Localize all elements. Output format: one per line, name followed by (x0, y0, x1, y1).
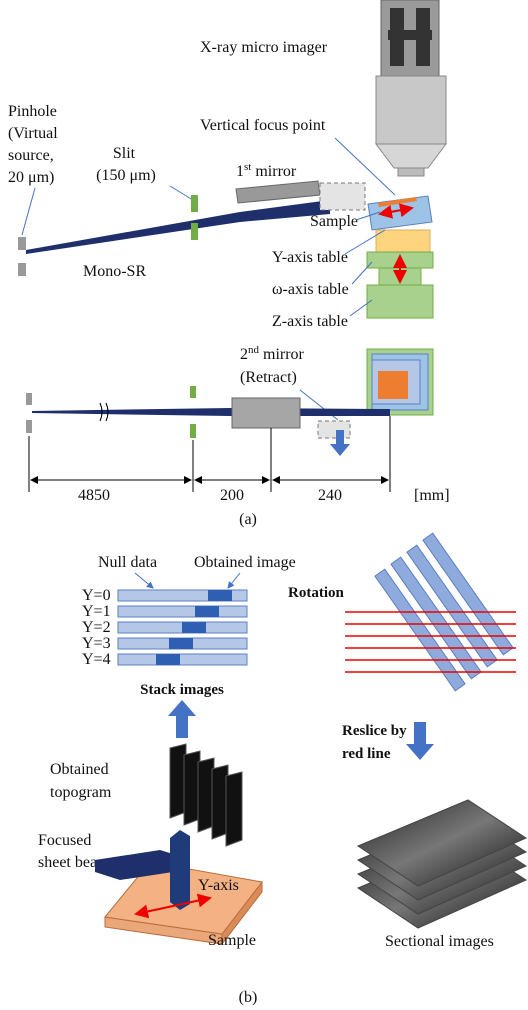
sectional-label: Sectional images (385, 933, 494, 950)
dimension: 240 (318, 487, 342, 504)
line: Obtained (50, 761, 109, 778)
stage (367, 196, 433, 318)
mirror1-label: 1st mirror (236, 161, 297, 180)
row-label: Y=1 (82, 603, 111, 620)
line: red line (342, 746, 391, 762)
ordinal: 1 (236, 163, 244, 180)
line: source, (8, 147, 54, 164)
row-label: Y=3 (82, 635, 111, 652)
row-image (195, 606, 219, 617)
pinhole (26, 420, 32, 433)
stack-label: Stack images (140, 682, 224, 698)
line: (150 μm) (96, 167, 156, 184)
word: mirror (255, 163, 297, 180)
slit (190, 424, 196, 438)
leader (135, 573, 153, 588)
beam-label: Mono-SR (83, 263, 146, 280)
row-image (169, 638, 193, 649)
rotated-stack (345, 533, 516, 691)
mirror-retracted (320, 183, 365, 210)
up-arrow (168, 700, 196, 738)
imager-label: X-ray micro imager (200, 39, 328, 56)
sample-label: Sample (208, 932, 256, 949)
axis-label: Y-axis (198, 877, 239, 894)
pinhole (18, 237, 26, 250)
stack-rows: Y=0Y=1Y=2Y=3Y=4 (82, 587, 247, 668)
row-label: Y=4 (82, 651, 111, 668)
caption: (a) (239, 511, 257, 528)
slit (191, 195, 198, 212)
rotation-label: Rotation (288, 585, 344, 601)
slit (191, 223, 198, 240)
leader (22, 188, 35, 235)
leader (228, 573, 240, 588)
row-image (208, 590, 232, 601)
row-bar (118, 654, 247, 665)
slit (190, 386, 196, 398)
line: Pinhole (8, 103, 57, 120)
slit-label: Slit (150 μm) (96, 145, 156, 184)
line: (Virtual (8, 125, 58, 142)
imager (376, 0, 446, 176)
pinhole (26, 393, 32, 405)
row-label: Y=2 (82, 619, 111, 636)
row-image (156, 654, 180, 665)
pinhole (18, 263, 26, 276)
ordinal: 2 (240, 346, 248, 363)
dimension: 4850 (78, 487, 110, 504)
mirror1 (232, 398, 300, 428)
null-label: Null data (98, 554, 157, 571)
table-label: Z-axis table (272, 313, 348, 330)
caption: (b) (239, 989, 258, 1006)
leader (352, 262, 372, 284)
topogram-frame (226, 772, 242, 846)
unit: [mm] (414, 487, 450, 504)
word: mirror (263, 346, 305, 363)
reslice-label: Reslice by red line (342, 723, 410, 762)
table-label: ω-axis table (272, 281, 349, 298)
line: 20 μm) (8, 169, 54, 186)
mirror1 (236, 181, 320, 203)
beam (32, 408, 390, 416)
suffix: nd (248, 344, 260, 356)
row-label: Y=0 (82, 587, 111, 604)
top-view (367, 349, 433, 415)
line: Reslice by (342, 723, 407, 739)
focus-label: Vertical focus point (200, 117, 326, 134)
beam (26, 200, 330, 254)
mirror2-note: (Retract) (240, 369, 297, 386)
row-image (182, 622, 206, 633)
line: Focused (38, 832, 91, 849)
row-bar (118, 606, 247, 617)
mirror2 (318, 421, 350, 438)
topogram-label: Obtained topogram (50, 761, 113, 801)
pinhole-label: Pinhole (Virtual source, 20 μm) (8, 103, 62, 186)
sample-label: Sample (310, 213, 358, 230)
obtained-label: Obtained image (194, 554, 296, 571)
dimension: 200 (220, 487, 244, 504)
figure: X-ray micro imager Vertical focus point … (0, 0, 528, 1010)
line: Slit (113, 145, 136, 162)
line: topogram (50, 784, 112, 801)
table-label: Y-axis table (272, 249, 348, 266)
sectional-stack (358, 800, 526, 928)
page: {"panel_a": { "imager_label": "X-ray mic… (0, 0, 528, 1010)
leader (170, 186, 193, 200)
suffix: st (244, 161, 251, 173)
